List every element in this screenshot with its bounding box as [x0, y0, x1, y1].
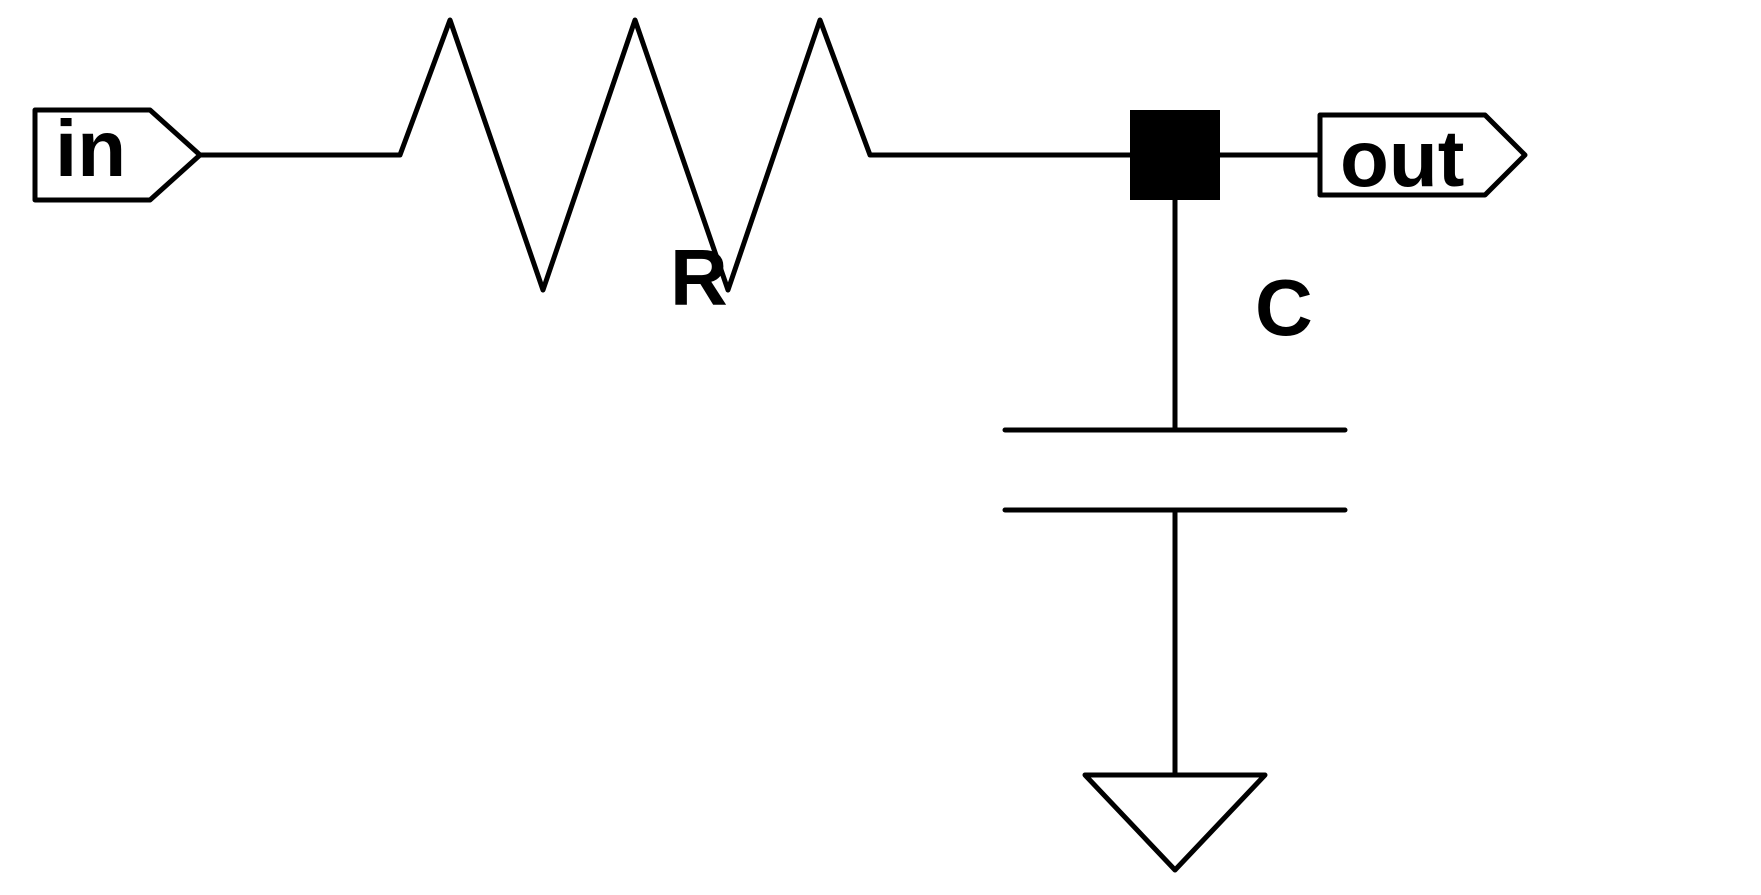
rc-circuit-diagram: in Rout C [0, 0, 1761, 895]
resistor [200, 20, 955, 290]
output-label: out [1340, 114, 1464, 203]
resistor-label: R [670, 233, 728, 322]
junction-node [1130, 110, 1220, 200]
ground-symbol [1085, 775, 1265, 870]
input-label: in [55, 104, 126, 193]
capacitor-label: C [1255, 263, 1313, 352]
